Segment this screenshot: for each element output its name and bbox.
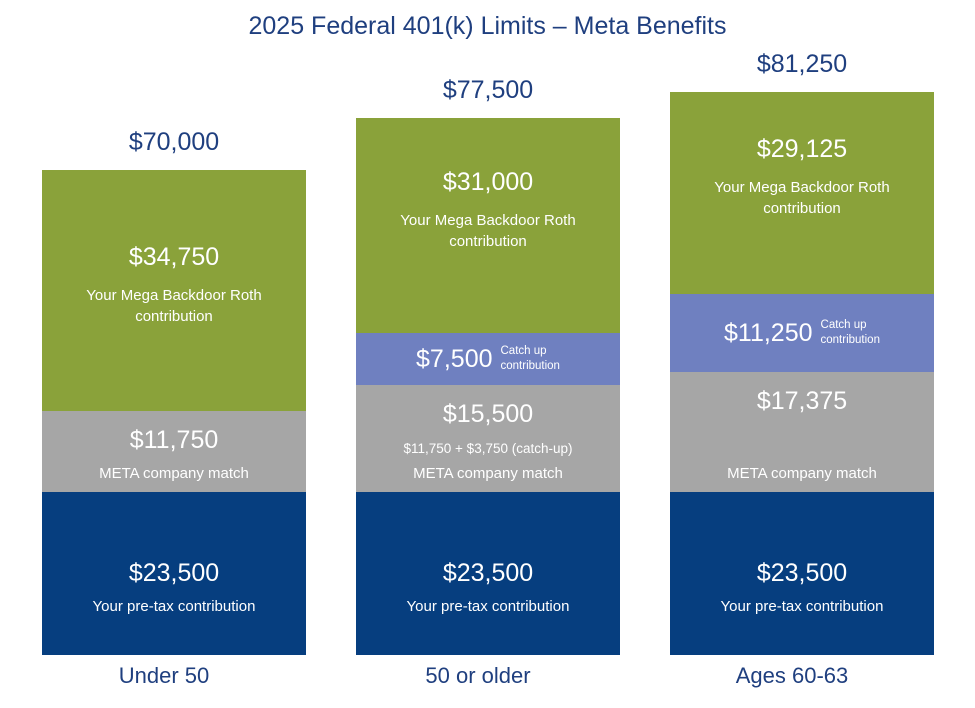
value-label: $11,750	[129, 426, 219, 454]
catch-up-row: $7,500 Catch up contribution	[356, 342, 620, 376]
value-label: $23,500	[756, 559, 848, 587]
category-label-under-50: Under 50	[118, 663, 210, 688]
total-label-ages-60-63: $81,250	[756, 50, 848, 78]
match-caption: META company match	[99, 465, 249, 482]
catch-up-caption-line1: Catch up	[500, 345, 547, 357]
bar-under-50-pretax: $23,500 Your pre-tax contribution	[42, 492, 306, 655]
pretax-caption: Your pre-tax contribution	[92, 598, 256, 615]
catch-up-caption-line2: contribution	[820, 334, 880, 346]
pretax-caption: Your pre-tax contribution	[406, 598, 570, 615]
value-label: $23,500	[442, 559, 534, 587]
value-label: $17,375	[756, 387, 848, 415]
bar-under-50-mega-backdoor: $34,750 Your Mega Backdoor Roth contribu…	[42, 170, 306, 411]
catch-up-row: $11,250 Catch up contribution	[670, 316, 934, 350]
bar-ages-60-63-company-match: $17,375 META company match	[670, 372, 934, 492]
mega-caption-line1: Your Mega Backdoor Roth	[400, 211, 576, 229]
catch-up-caption: Catch up contribution	[501, 344, 560, 374]
bar-under-50-company-match: $11,750 META company match	[42, 411, 306, 492]
mega-caption-line2: contribution	[763, 200, 841, 217]
pretax-caption: Your pre-tax contribution	[720, 598, 884, 615]
match-caption: META company match	[727, 465, 877, 482]
value-label: $34,750	[128, 242, 220, 271]
bar-50-or-older-pretax: $23,500 Your pre-tax contribution	[356, 492, 620, 655]
bar-ages-60-63-pretax: $23,500 Your pre-tax contribution	[670, 492, 934, 655]
value-label: $23,500	[128, 559, 220, 587]
value-label: $11,250	[724, 318, 813, 347]
match-caption: META company match	[413, 465, 563, 482]
mega-caption-line2: contribution	[449, 232, 527, 250]
bar-ages-60-63-catch-up: $11,250 Catch up contribution	[670, 294, 934, 372]
bar-50-or-older-mega-backdoor: $31,000 Your Mega Backdoor Roth contribu…	[356, 118, 620, 333]
mega-caption-line2: contribution	[135, 307, 213, 325]
category-label-50-or-older: 50 or older	[425, 663, 531, 688]
bar-50-or-older-company-match: $15,500 $11,750 + $3,750 (catch-up) META…	[356, 385, 620, 492]
bar-ages-60-63-mega-backdoor: $29,125 Your Mega Backdoor Roth contribu…	[670, 92, 934, 294]
match-note: $11,750 + $3,750 (catch-up)	[403, 441, 573, 456]
mega-caption-line1: Your Mega Backdoor Roth	[714, 179, 890, 196]
catch-up-caption-line1: Catch up	[820, 319, 867, 331]
total-label-under-50: $70,000	[128, 128, 220, 156]
catch-up-caption-line2: contribution	[500, 360, 560, 372]
value-label: $29,125	[756, 135, 848, 163]
mega-caption-line1: Your Mega Backdoor Roth	[86, 286, 262, 304]
catch-up-caption: Catch up contribution	[821, 318, 880, 348]
value-label: $7,500	[416, 344, 493, 373]
value-label: $15,500	[442, 400, 534, 428]
bar-50-or-older-catch-up: $7,500 Catch up contribution	[356, 333, 620, 385]
chart-title: 2025 Federal 401(k) Limits – Meta Benefi…	[248, 12, 727, 40]
total-label-50-or-older: $77,500	[442, 76, 534, 104]
category-label-ages-60-63: Ages 60-63	[735, 663, 849, 688]
value-label: $31,000	[442, 167, 534, 196]
